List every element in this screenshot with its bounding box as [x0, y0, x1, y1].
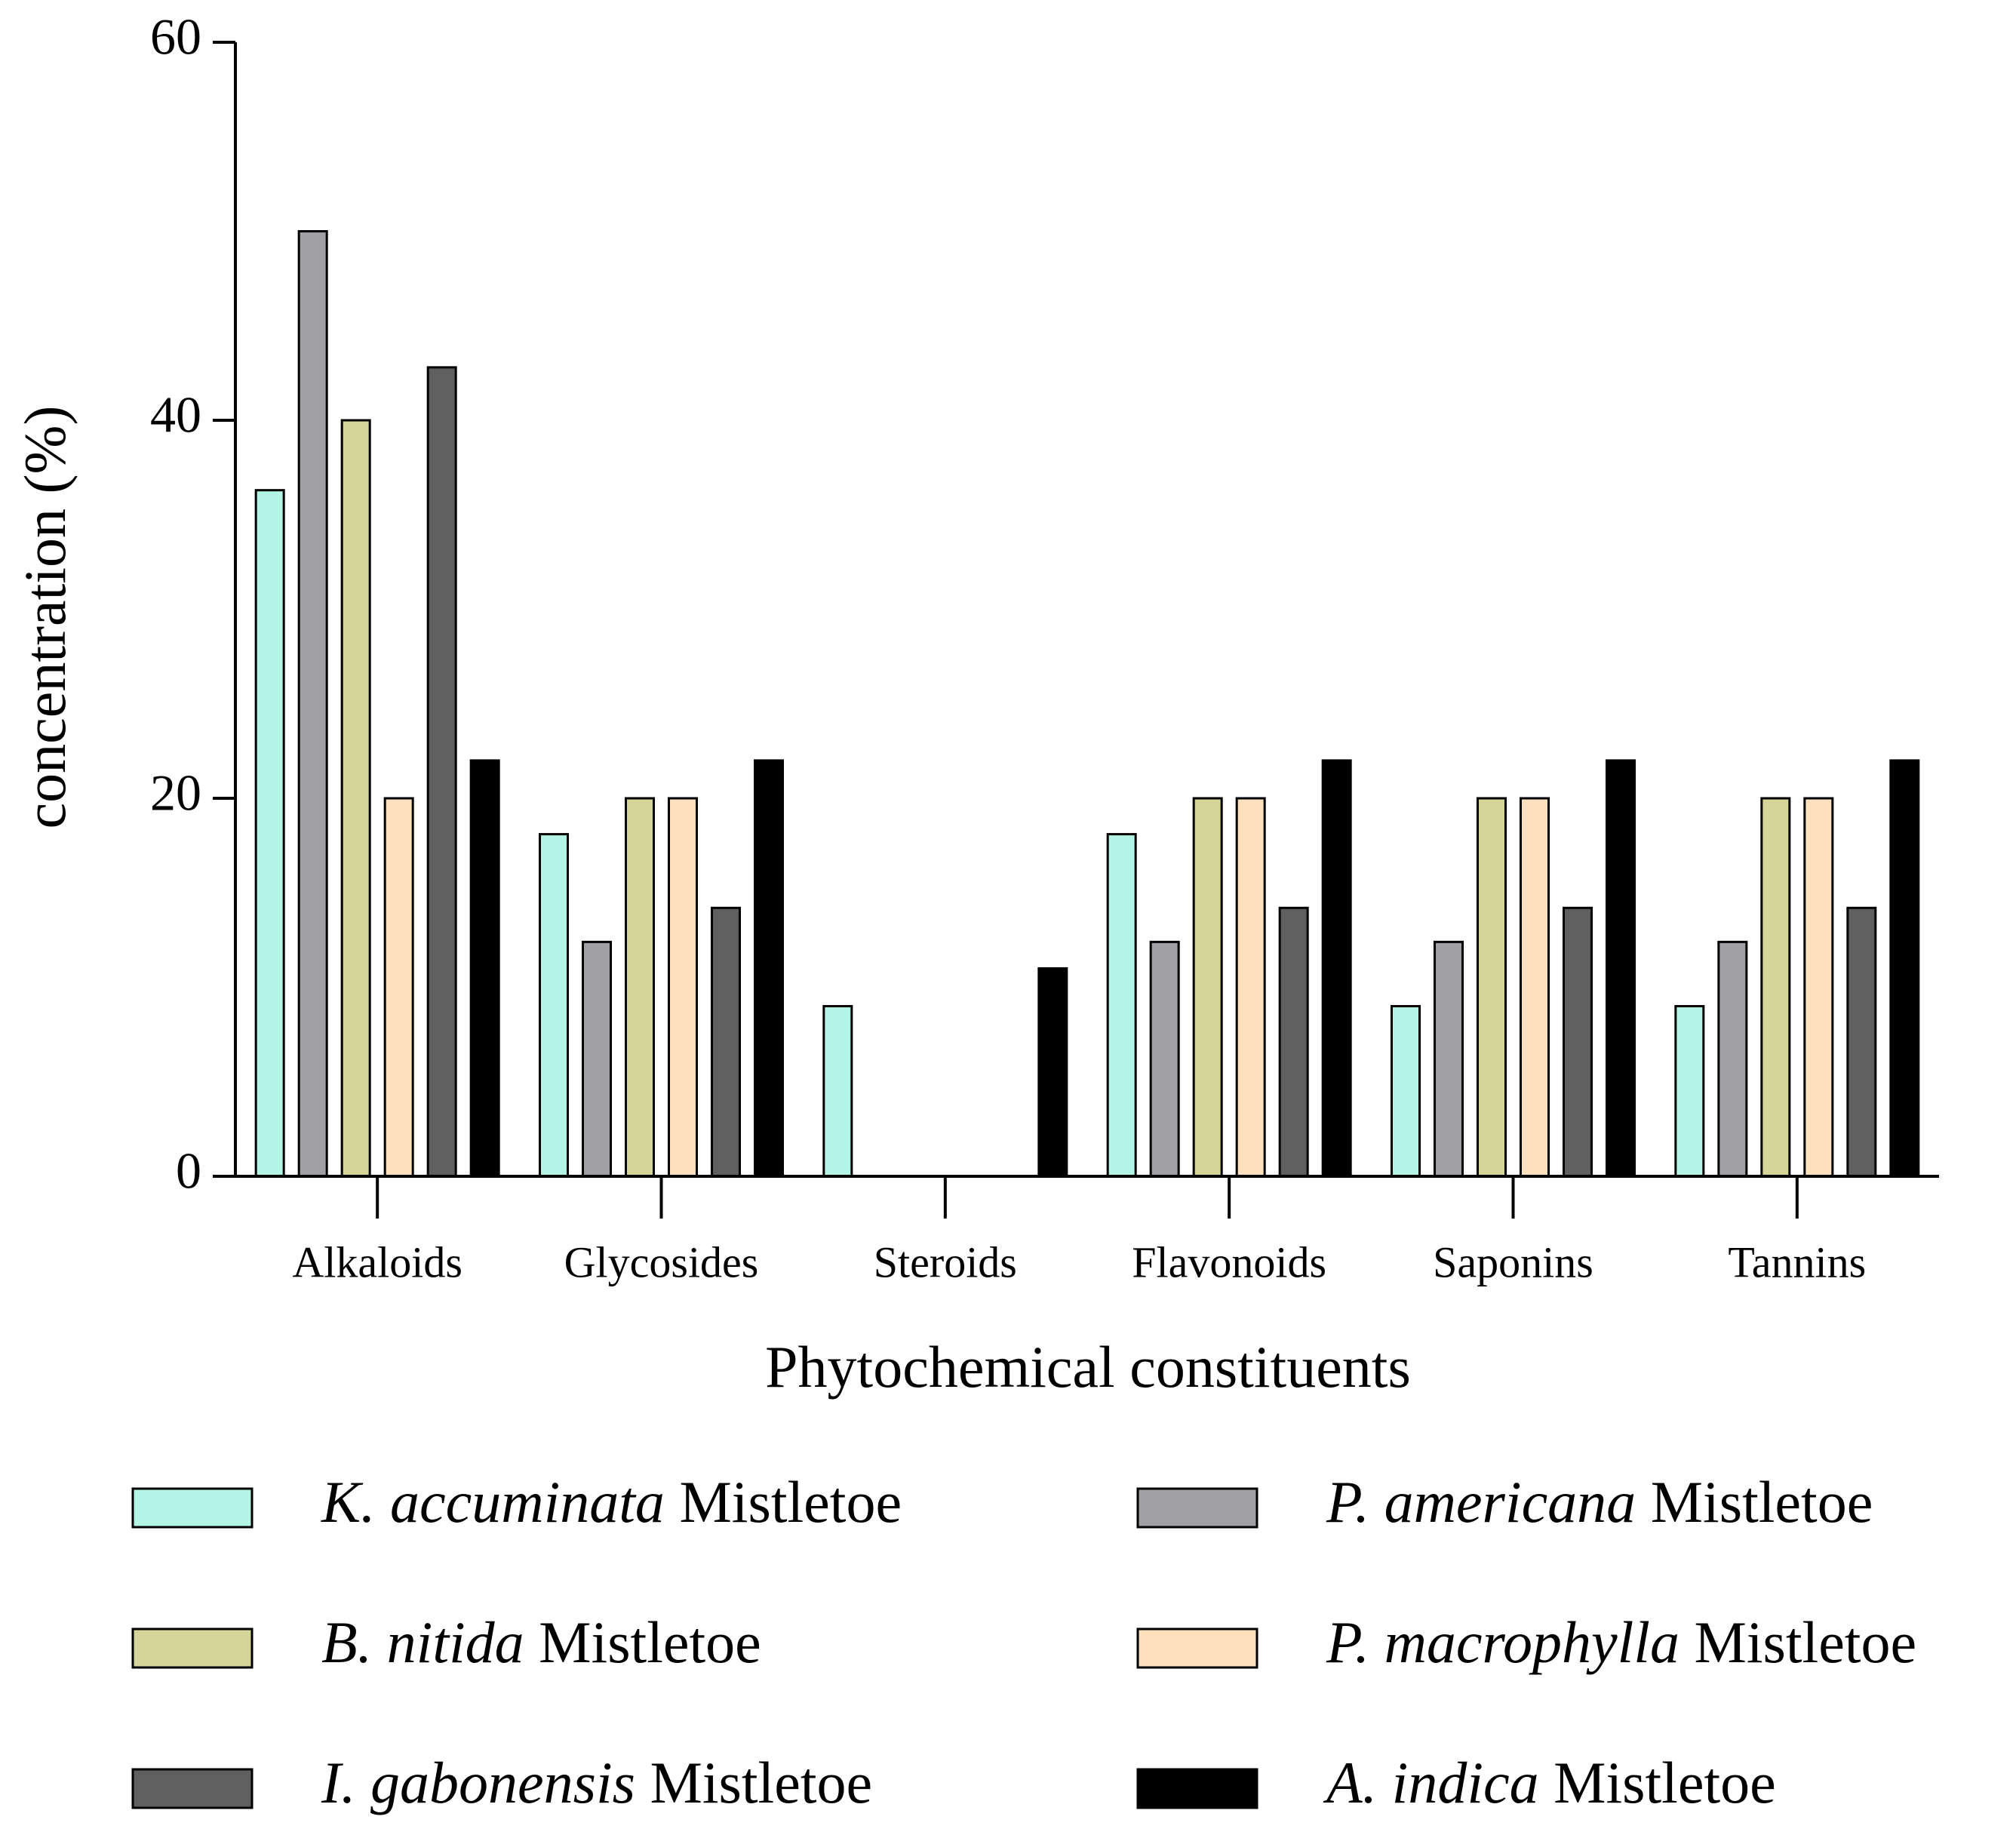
bar: [469, 759, 500, 1178]
bar: [1846, 906, 1877, 1178]
bar: [1321, 759, 1352, 1178]
y-tick-label: 0: [176, 1142, 201, 1200]
bar: [254, 489, 285, 1178]
legend-swatch: [1136, 1487, 1258, 1529]
x-tick-label: Steroids: [874, 1237, 1017, 1286]
y-tick-label: 20: [150, 764, 201, 822]
x-tick-label: Saponins: [1433, 1237, 1593, 1286]
bar: [1477, 797, 1507, 1178]
legend-label: K. accuminata Mistletoe: [321, 1469, 902, 1535]
bar: [1434, 940, 1464, 1178]
legend-label: A. indica Mistletoe: [1323, 1750, 1776, 1815]
x-tick-label: Alkaloids: [292, 1237, 463, 1286]
x-tick-label: Glycosides: [564, 1237, 759, 1286]
bar: [1760, 797, 1791, 1178]
bar: [426, 366, 457, 1178]
bar: [625, 797, 655, 1178]
bar: [1674, 1005, 1705, 1178]
bar: [1235, 797, 1266, 1178]
bar: [297, 230, 328, 1178]
legend-label: I. gabonensis Mistletoe: [321, 1750, 872, 1815]
y-tick-label: 60: [150, 8, 201, 66]
bar: [1606, 759, 1636, 1178]
bar: [383, 797, 414, 1178]
legend-swatch: [131, 1768, 254, 1809]
bar: [668, 797, 698, 1178]
x-axis-title: Phytochemical constituents: [765, 1334, 1411, 1400]
bar: [1149, 940, 1180, 1178]
legend-swatch: [1136, 1768, 1258, 1809]
bar: [1106, 833, 1137, 1178]
y-tick-label: 40: [150, 386, 201, 444]
legend-swatch: [1136, 1627, 1258, 1669]
legend-label: P. americana Mistletoe: [1326, 1469, 1873, 1535]
bar: [1803, 797, 1834, 1178]
bar: [1391, 1005, 1421, 1178]
bar: [340, 419, 371, 1178]
bar: [711, 906, 741, 1178]
bar: [1717, 940, 1748, 1178]
bar: [582, 940, 612, 1178]
y-axis-title: concentration (%): [12, 406, 78, 829]
bar: [539, 833, 569, 1178]
bar: [754, 759, 784, 1178]
bar: [1037, 967, 1068, 1178]
bar: [1520, 797, 1550, 1178]
x-tick-label: Tannins: [1728, 1237, 1866, 1286]
legend-swatch: [131, 1627, 254, 1669]
legend-label: B. nitida Mistletoe: [321, 1609, 761, 1675]
bar: [822, 1005, 853, 1178]
bar: [1192, 797, 1223, 1178]
bar: [1563, 906, 1593, 1178]
bar: [1889, 759, 1920, 1178]
legend-label: P. macrophylla Mistletoe: [1326, 1609, 1916, 1675]
bar: [1278, 906, 1309, 1178]
legend-swatch: [131, 1487, 254, 1529]
x-tick-label: Flavonoids: [1132, 1237, 1326, 1286]
